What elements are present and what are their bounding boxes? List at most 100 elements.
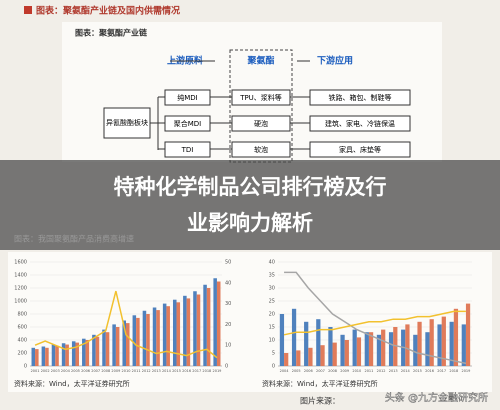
y-tick-label: 1200 bbox=[14, 286, 27, 292]
downstream-label: 下游应用 bbox=[317, 55, 353, 67]
x-tick-label: 2006 bbox=[81, 369, 90, 373]
x-tick-label: 2019 bbox=[461, 369, 470, 373]
node-label: 纯MDI bbox=[177, 93, 198, 102]
x-tick-label: 2012 bbox=[377, 369, 386, 373]
y-tick-label: 0 bbox=[24, 364, 27, 370]
x-tick-label: 2012 bbox=[142, 369, 151, 373]
y-tick-label: 5 bbox=[272, 351, 275, 357]
banner-line: 特种化学制品公司排行榜及行 bbox=[114, 175, 387, 199]
bar bbox=[425, 332, 430, 366]
bar bbox=[75, 342, 80, 366]
y-tick-label: 0 bbox=[272, 364, 275, 370]
bar bbox=[132, 315, 137, 366]
bar bbox=[55, 345, 59, 366]
x-tick-label: 2007 bbox=[91, 369, 100, 373]
bar bbox=[316, 319, 321, 366]
bar bbox=[51, 344, 56, 366]
watermark: 头条 @九方金融研究所 bbox=[385, 391, 488, 404]
bar bbox=[193, 291, 197, 366]
node-label: 聚合MDI bbox=[174, 119, 202, 128]
bar bbox=[146, 314, 150, 366]
bar bbox=[413, 334, 418, 366]
x-tick-label: 2003 bbox=[51, 369, 60, 373]
core-label: 聚氨酯 bbox=[246, 55, 274, 67]
y-tick-label: 800 bbox=[17, 312, 27, 318]
bar bbox=[65, 344, 69, 366]
y-tick-label: 35 bbox=[269, 273, 275, 279]
bar bbox=[183, 295, 187, 366]
bar bbox=[102, 329, 106, 366]
node-label: 铁路、箱包、制鞋等 bbox=[329, 93, 392, 102]
bar bbox=[126, 323, 130, 366]
x-tick-label: 2010 bbox=[122, 369, 131, 373]
x-tick-label: 2001 bbox=[31, 369, 40, 373]
bar bbox=[136, 317, 140, 366]
bar bbox=[216, 281, 221, 366]
bar bbox=[284, 353, 289, 366]
bar bbox=[364, 332, 369, 366]
y2-tick-label: 20 bbox=[225, 322, 231, 328]
bar bbox=[437, 324, 442, 366]
bar bbox=[41, 346, 46, 366]
y2-tick-label: 50 bbox=[225, 260, 231, 266]
bar bbox=[196, 294, 201, 366]
x-tick-label: 2002 bbox=[41, 369, 50, 373]
bar bbox=[82, 338, 86, 366]
bar bbox=[279, 314, 285, 366]
bar bbox=[461, 324, 466, 366]
x-tick-label: 2008 bbox=[101, 369, 110, 373]
bar bbox=[332, 342, 337, 366]
x-tick-label: 2008 bbox=[328, 369, 337, 373]
x-tick-label: 2014 bbox=[401, 369, 411, 373]
x-tick-label: 2011 bbox=[132, 369, 141, 373]
x-tick-label: 2010 bbox=[352, 369, 361, 373]
x-tick-label: 2005 bbox=[71, 369, 80, 373]
x-tick-label: 2018 bbox=[449, 369, 458, 373]
bar bbox=[320, 345, 325, 366]
node-label: 软泡 bbox=[254, 145, 268, 154]
x-tick-label: 2017 bbox=[192, 369, 201, 373]
bar bbox=[393, 327, 398, 366]
line bbox=[284, 271, 467, 365]
node-box bbox=[309, 89, 411, 106]
footer-label: 图片来源： bbox=[300, 396, 340, 406]
y-tick-label: 200 bbox=[17, 351, 27, 357]
chart-panel bbox=[8, 252, 492, 392]
x-tick-label: 2011 bbox=[364, 369, 373, 373]
x-tick-label: 2009 bbox=[340, 369, 349, 373]
x-tick-label: 2006 bbox=[304, 369, 313, 373]
y-tick-label: 1600 bbox=[14, 260, 27, 266]
x-tick-label: 2004 bbox=[61, 369, 71, 373]
banner bbox=[0, 160, 500, 250]
bar bbox=[449, 321, 454, 366]
bar bbox=[340, 334, 345, 366]
y-tick-label: 1400 bbox=[14, 273, 27, 279]
node-label: 硬泡 bbox=[254, 119, 268, 128]
bar bbox=[115, 327, 120, 366]
bar bbox=[368, 332, 374, 366]
bar bbox=[291, 308, 297, 366]
y-tick-label: 10 bbox=[269, 338, 275, 344]
under-title: 图表：我国聚氨酯产品消费高增速 bbox=[14, 234, 134, 244]
bar bbox=[122, 320, 126, 366]
source: 资料来源：Wind，太平洋证券研究所 bbox=[262, 379, 378, 388]
x-tick-label: 2015 bbox=[172, 369, 181, 373]
bar bbox=[95, 336, 100, 366]
bar bbox=[304, 321, 309, 366]
bar bbox=[45, 347, 49, 366]
header-title: 图表：聚氨酯产业链及国内供需情况 bbox=[36, 5, 180, 17]
bar bbox=[142, 310, 147, 366]
x-tick-label: 2009 bbox=[111, 369, 120, 373]
x-tick-label: 2017 bbox=[437, 369, 446, 373]
x-tick-label: 2019 bbox=[212, 369, 221, 373]
bar bbox=[405, 324, 410, 366]
bar bbox=[92, 334, 96, 366]
y-tick-label: 15 bbox=[269, 325, 275, 331]
y-tick-label: 600 bbox=[17, 325, 27, 331]
bar bbox=[356, 337, 362, 366]
bar bbox=[206, 288, 211, 366]
bar bbox=[376, 334, 382, 366]
source-box bbox=[103, 107, 151, 139]
